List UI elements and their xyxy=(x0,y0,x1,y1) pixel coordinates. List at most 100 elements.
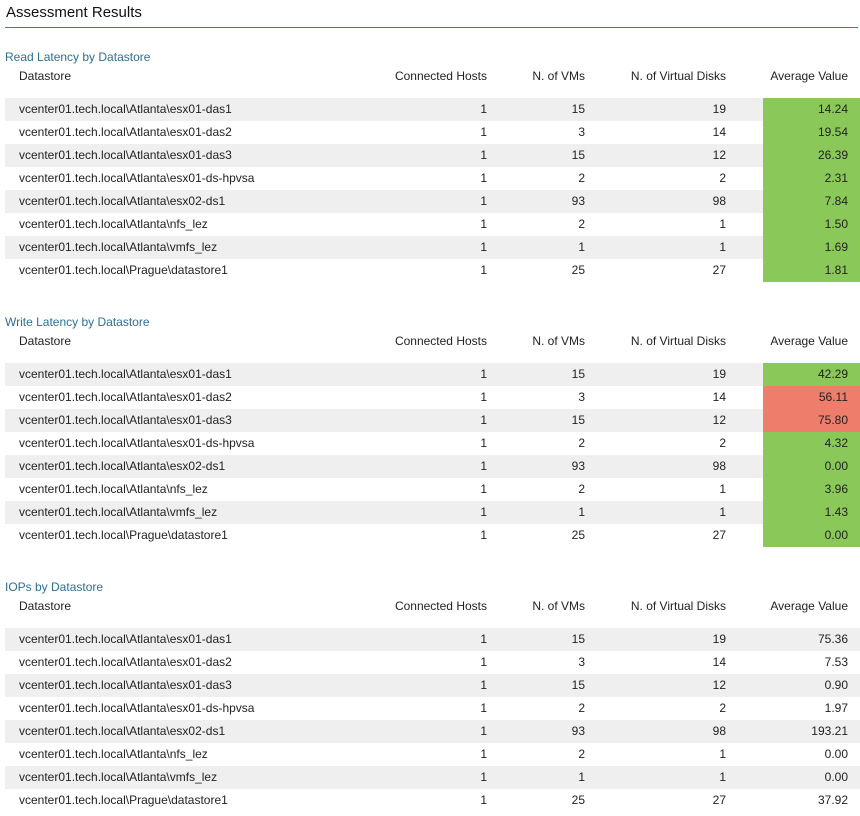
title-divider xyxy=(5,27,858,28)
average-value: 37.92 xyxy=(817,793,848,807)
vms-cell: 2 xyxy=(578,217,585,231)
datastore-cell: vcenter01.tech.local\Atlanta\esx01-das3 xyxy=(19,148,232,162)
average-value-cell: 1.50 xyxy=(763,213,860,236)
connected-hosts-cell: 1 xyxy=(480,482,487,496)
average-value: 0.00 xyxy=(824,528,848,542)
average-value: 14.24 xyxy=(817,102,848,116)
vms-cell: 3 xyxy=(578,125,585,139)
read-latency-section-title: Read Latency by Datastore xyxy=(5,50,151,64)
connected-hosts-cell: 1 xyxy=(480,367,487,381)
datastore-cell: vcenter01.tech.local\Atlanta\nfs_lez xyxy=(19,482,208,496)
average-value: 0.00 xyxy=(824,459,848,473)
datastore-cell: vcenter01.tech.local\Atlanta\esx01-das1 xyxy=(19,632,232,646)
table-row: vcenter01.tech.local\Atlanta\esx01-ds-hp… xyxy=(5,167,860,190)
average-value: 75.36 xyxy=(817,632,848,646)
column-header-vms: N. of VMs xyxy=(532,599,585,613)
virtual-disks-cell: 27 xyxy=(712,263,726,277)
connected-hosts-cell: 1 xyxy=(480,148,487,162)
vms-cell: 1 xyxy=(578,505,585,519)
average-value-cell: 1.97 xyxy=(763,697,860,720)
average-value: 42.29 xyxy=(817,367,848,381)
average-value-cell: 1.69 xyxy=(763,236,860,259)
average-value-cell: 7.84 xyxy=(763,190,860,213)
datastore-cell: vcenter01.tech.local\Prague\datastore1 xyxy=(19,528,228,542)
datastore-cell: vcenter01.tech.local\Atlanta\esx01-das1 xyxy=(19,367,232,381)
average-value-cell: 4.32 xyxy=(763,432,860,455)
virtual-disks-cell: 14 xyxy=(712,125,726,139)
virtual-disks-cell: 12 xyxy=(712,413,726,427)
average-value-cell: 3.96 xyxy=(763,478,860,501)
datastore-cell: vcenter01.tech.local\Atlanta\esx01-ds-hp… xyxy=(19,436,255,450)
average-value: 4.32 xyxy=(824,436,848,450)
vms-cell: 93 xyxy=(571,459,585,473)
table-row: vcenter01.tech.local\Atlanta\vmfs_lez 1 1 1… xyxy=(5,236,860,259)
vms-cell: 2 xyxy=(578,171,585,185)
datastore-cell: vcenter01.tech.local\Atlanta\esx02-ds1 xyxy=(19,194,226,208)
vms-cell: 25 xyxy=(571,528,585,542)
table-row: vcenter01.tech.local\Prague\datastore1 1 2… xyxy=(5,789,860,812)
vms-cell: 2 xyxy=(578,747,585,761)
vms-cell: 3 xyxy=(578,390,585,404)
vms-cell: 93 xyxy=(571,194,585,208)
virtual-disks-cell: 19 xyxy=(712,632,726,646)
average-value: 0.00 xyxy=(824,770,848,784)
average-value-cell: 1.43 xyxy=(763,501,860,524)
connected-hosts-cell: 1 xyxy=(480,413,487,427)
datastore-cell: vcenter01.tech.local\Prague\datastore1 xyxy=(19,793,228,807)
average-value: 0.00 xyxy=(824,747,848,761)
connected-hosts-cell: 1 xyxy=(480,125,487,139)
connected-hosts-cell: 1 xyxy=(480,459,487,473)
table-header: Datastore Connected Hosts N. of VMs N. of V… xyxy=(0,66,860,86)
average-value-cell: 56.11 xyxy=(763,386,860,409)
average-value-cell: 193.21 xyxy=(763,720,860,743)
datastore-cell: vcenter01.tech.local\Atlanta\esx01-das1 xyxy=(19,102,232,116)
average-value: 7.53 xyxy=(824,655,848,669)
table-header: Datastore Connected Hosts N. of VMs N. of V… xyxy=(0,331,860,351)
vms-cell: 15 xyxy=(571,367,585,381)
connected-hosts-cell: 1 xyxy=(480,505,487,519)
average-value-cell: 37.92 xyxy=(763,789,860,812)
column-header-average-value: Average Value xyxy=(770,599,848,613)
virtual-disks-cell: 98 xyxy=(712,459,726,473)
connected-hosts-cell: 1 xyxy=(480,678,487,692)
column-header-vms: N. of VMs xyxy=(532,69,585,83)
column-header-datastore: Datastore xyxy=(19,334,72,348)
virtual-disks-cell: 12 xyxy=(712,148,726,162)
virtual-disks-cell: 14 xyxy=(712,655,726,669)
average-value: 1.43 xyxy=(824,505,848,519)
column-header-datastore: Datastore xyxy=(19,599,72,613)
table-row: vcenter01.tech.local\Atlanta\esx01-das2 1… xyxy=(5,386,860,409)
datastore-cell: vcenter01.tech.local\Atlanta\esx02-ds1 xyxy=(19,724,226,738)
column-header-connected-hosts: Connected Hosts xyxy=(394,599,487,613)
connected-hosts-cell: 1 xyxy=(480,632,487,646)
average-value: 0.90 xyxy=(824,678,848,692)
average-value-cell: 75.36 xyxy=(763,628,860,651)
vms-cell: 15 xyxy=(571,413,585,427)
datastore-cell: vcenter01.tech.local\Atlanta\nfs_lez xyxy=(19,747,208,761)
datastore-cell: vcenter01.tech.local\Atlanta\esx01-das3 xyxy=(19,413,232,427)
virtual-disks-cell: 27 xyxy=(712,793,726,807)
virtual-disks-cell: 12 xyxy=(712,678,726,692)
connected-hosts-cell: 1 xyxy=(480,171,487,185)
virtual-disks-cell: 1 xyxy=(719,240,726,254)
table-row: vcenter01.tech.local\Atlanta\esx01-das2 1… xyxy=(5,651,860,674)
table-row: vcenter01.tech.local\Atlanta\vmfs_lez 1 1 1… xyxy=(5,501,860,524)
table-header: Datastore Connected Hosts N. of VMs N. of V… xyxy=(0,596,860,616)
connected-hosts-cell: 1 xyxy=(480,724,487,738)
virtual-disks-cell: 98 xyxy=(712,194,726,208)
table-row: vcenter01.tech.local\Atlanta\esx02-ds1 1 9… xyxy=(5,720,860,743)
average-value: 1.50 xyxy=(824,217,848,231)
average-value-cell: 75.80 xyxy=(763,409,860,432)
virtual-disks-cell: 1 xyxy=(719,747,726,761)
vms-cell: 15 xyxy=(571,148,585,162)
table-row: vcenter01.tech.local\Atlanta\esx01-ds-hp… xyxy=(5,432,860,455)
table-row: vcenter01.tech.local\Atlanta\esx01-ds-hp… xyxy=(5,697,860,720)
vms-cell: 3 xyxy=(578,655,585,669)
table-row: vcenter01.tech.local\Atlanta\nfs_lez 1 2 1 1… xyxy=(5,213,860,236)
virtual-disks-cell: 2 xyxy=(719,701,726,715)
column-header-virtual-disks: N. of Virtual Disks xyxy=(630,69,726,83)
average-value-cell: 0.90 xyxy=(763,674,860,697)
datastore-cell: vcenter01.tech.local\Atlanta\esx01-ds-hp… xyxy=(19,171,255,185)
vms-cell: 2 xyxy=(578,436,585,450)
table-row: vcenter01.tech.local\Atlanta\vmfs_lez 1 1 1… xyxy=(5,766,860,789)
